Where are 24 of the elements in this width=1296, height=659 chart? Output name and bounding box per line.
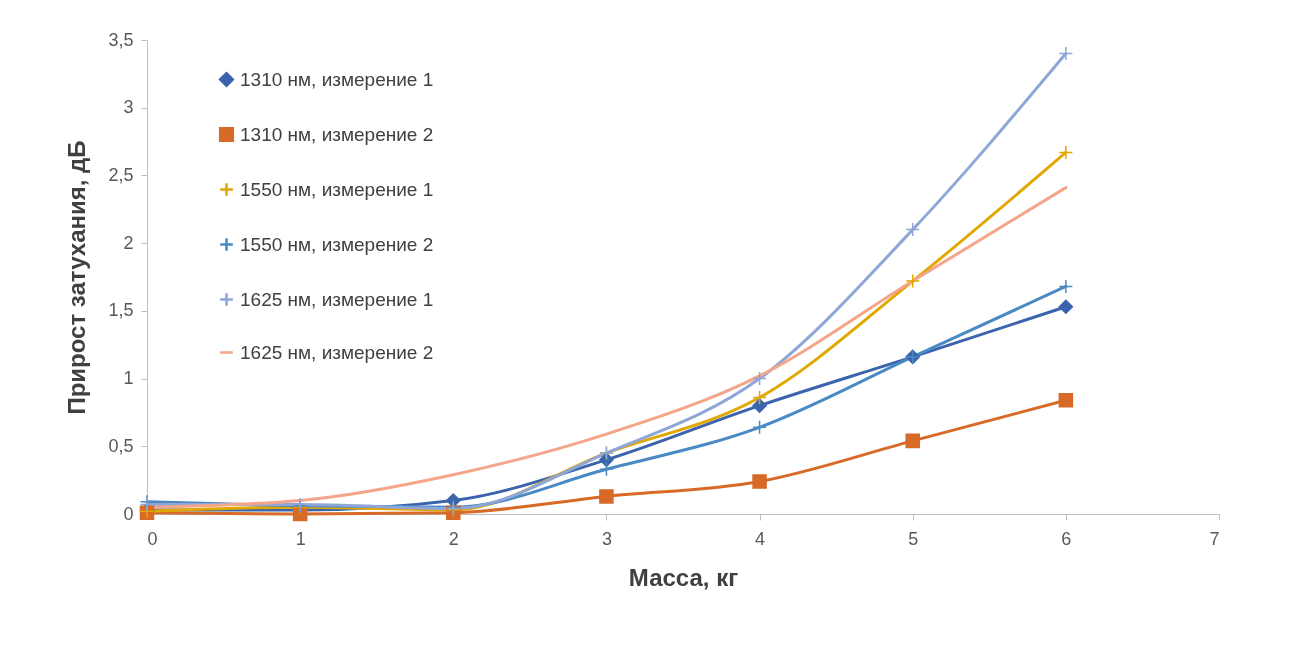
legend-label: 1550 нм, измерение 1 xyxy=(240,178,434,200)
x-tick-label: 4 xyxy=(755,528,766,549)
y-tick-label: 2,5 xyxy=(108,164,134,185)
y-tick-label: 0,5 xyxy=(108,435,134,456)
x-tick-label: 2 xyxy=(448,528,459,549)
y-tick-label: 1,5 xyxy=(108,300,134,321)
x-tick-label: 3 xyxy=(601,528,612,549)
legend-label: 1310 нм, измерение 2 xyxy=(240,123,434,145)
x-axis-title: Масса, кг xyxy=(628,563,739,591)
x-tick-label: 6 xyxy=(1061,528,1072,549)
x-tick-label: 1 xyxy=(295,528,306,549)
legend-label: 1310 нм, измерение 1 xyxy=(240,68,434,90)
y-tick-label: 0 xyxy=(123,503,134,524)
y-axis-title: Прирост затухания, дБ xyxy=(63,140,91,415)
y-tick-label: 1 xyxy=(123,368,134,389)
x-tick-label: 7 xyxy=(1209,528,1220,549)
legend-label: 1550 нм, измерение 2 xyxy=(240,233,434,255)
y-tick-label: 3,5 xyxy=(108,29,134,50)
legend-label: 1625 нм, измерение 1 xyxy=(240,288,434,310)
y-tick-label: 2 xyxy=(123,232,134,253)
x-tick-label: 0 xyxy=(147,528,158,549)
x-tick-label: 5 xyxy=(908,528,919,549)
legend-label: 1625 нм, измерение 2 xyxy=(240,341,434,363)
y-tick-label: 3 xyxy=(123,97,134,118)
